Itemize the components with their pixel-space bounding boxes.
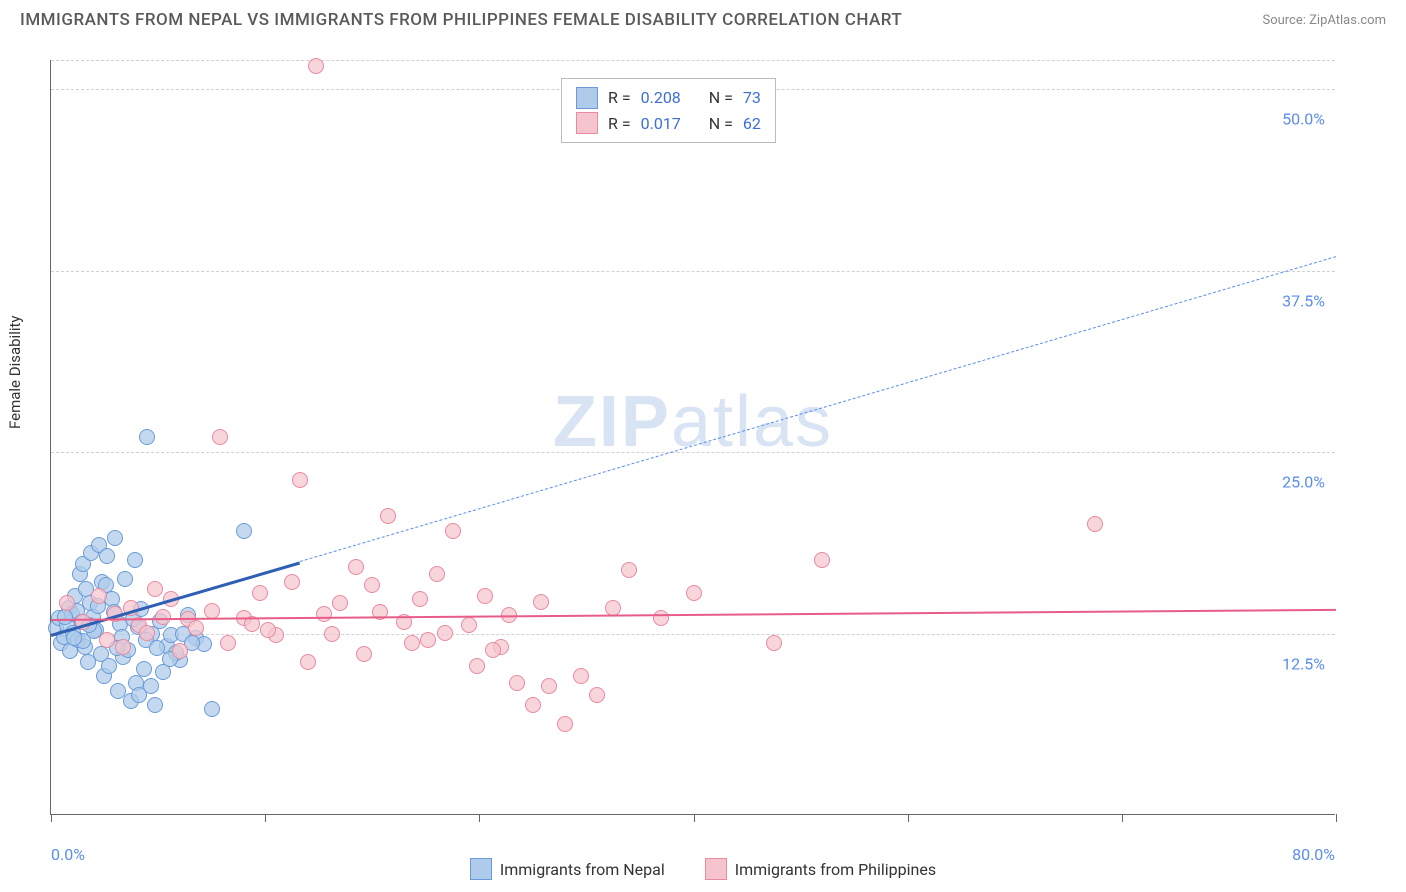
gridline-h [51, 60, 1335, 61]
data-point [557, 716, 573, 732]
data-point [284, 574, 300, 590]
data-point [348, 559, 364, 575]
data-point [380, 508, 396, 524]
legend-row-philippines: R = 0.017 N = 62 [576, 111, 761, 137]
data-point [364, 577, 380, 593]
data-point [485, 642, 501, 658]
data-point [204, 701, 220, 717]
legend-item-nepal: Immigrants from Nepal [470, 858, 665, 880]
data-point [445, 523, 461, 539]
swatch-philippines [576, 112, 598, 134]
data-point [99, 548, 115, 564]
data-point [332, 595, 348, 611]
x-tick [694, 814, 695, 822]
source-label: Source: ZipAtlas.com [1262, 13, 1386, 28]
data-point [139, 429, 155, 445]
data-point [533, 594, 549, 610]
plot-area: ZIPatlas R = 0.208 N = 73 R = 0.017 N = … [50, 60, 1335, 815]
chart-title: IMMIGRANTS FROM NEPAL VS IMMIGRANTS FROM… [20, 10, 902, 30]
data-point [814, 552, 830, 568]
data-point [621, 562, 637, 578]
data-point [188, 620, 204, 636]
x-tick [1122, 814, 1123, 822]
data-point [653, 610, 669, 626]
gridline-h [51, 271, 1335, 272]
data-point [605, 600, 621, 616]
data-point [220, 635, 236, 651]
data-point [127, 552, 143, 568]
gridline-h [51, 452, 1335, 453]
correlation-legend: R = 0.208 N = 73 R = 0.017 N = 62 [561, 78, 776, 143]
data-point [212, 429, 228, 445]
swatch-nepal-bottom [470, 858, 492, 880]
y-axis-label: Female Disability [6, 316, 24, 430]
data-point [420, 632, 436, 648]
x-tick [908, 814, 909, 822]
data-point [66, 630, 82, 646]
x-tick [1336, 814, 1337, 822]
x-tick [479, 814, 480, 822]
data-point [155, 609, 171, 625]
data-point [766, 635, 782, 651]
data-point [412, 591, 428, 607]
data-point [461, 617, 477, 633]
data-point [525, 697, 541, 713]
data-point [59, 595, 75, 611]
data-point [477, 588, 493, 604]
series-legend: Immigrants from Nepal Immigrants from Ph… [0, 858, 1406, 880]
data-point [91, 588, 107, 604]
x-tick [265, 814, 266, 822]
legend-row-nepal: R = 0.208 N = 73 [576, 85, 761, 111]
data-point [204, 603, 220, 619]
data-point [509, 675, 525, 691]
y-tick-label: 50.0% [1282, 110, 1325, 129]
data-point [115, 639, 131, 655]
data-point [437, 625, 453, 641]
y-tick-label: 37.5% [1282, 291, 1325, 310]
y-tick-label: 12.5% [1282, 654, 1325, 673]
data-point [404, 635, 420, 651]
data-point [107, 530, 123, 546]
data-point [139, 625, 155, 641]
swatch-philippines-bottom [705, 858, 727, 880]
title-bar: IMMIGRANTS FROM NEPAL VS IMMIGRANTS FROM… [0, 0, 1406, 35]
data-point [541, 678, 557, 694]
data-point [236, 523, 252, 539]
data-point [316, 606, 332, 622]
data-point [469, 658, 485, 674]
data-point [136, 661, 152, 677]
watermark: ZIPatlas [553, 381, 833, 463]
data-point [117, 571, 133, 587]
data-point [101, 658, 117, 674]
data-point [324, 626, 340, 642]
data-point [99, 632, 115, 648]
gridline-h [51, 634, 1335, 635]
x-tick [51, 814, 52, 822]
data-point [143, 678, 159, 694]
data-point [147, 697, 163, 713]
data-point [589, 687, 605, 703]
data-point [147, 581, 163, 597]
swatch-nepal [576, 87, 598, 109]
data-point [686, 585, 702, 601]
legend-item-philippines: Immigrants from Philippines [705, 858, 936, 880]
data-point [356, 646, 372, 662]
data-point [252, 585, 268, 601]
data-point [573, 668, 589, 684]
data-point [429, 566, 445, 582]
data-point [172, 643, 188, 659]
data-point [292, 472, 308, 488]
y-tick-label: 25.0% [1282, 473, 1325, 492]
data-point [308, 58, 324, 74]
data-point [1087, 516, 1103, 532]
chart-container: ZIPatlas R = 0.208 N = 73 R = 0.017 N = … [50, 50, 1335, 815]
trend-extension [300, 256, 1336, 562]
data-point [260, 622, 276, 638]
data-point [300, 654, 316, 670]
